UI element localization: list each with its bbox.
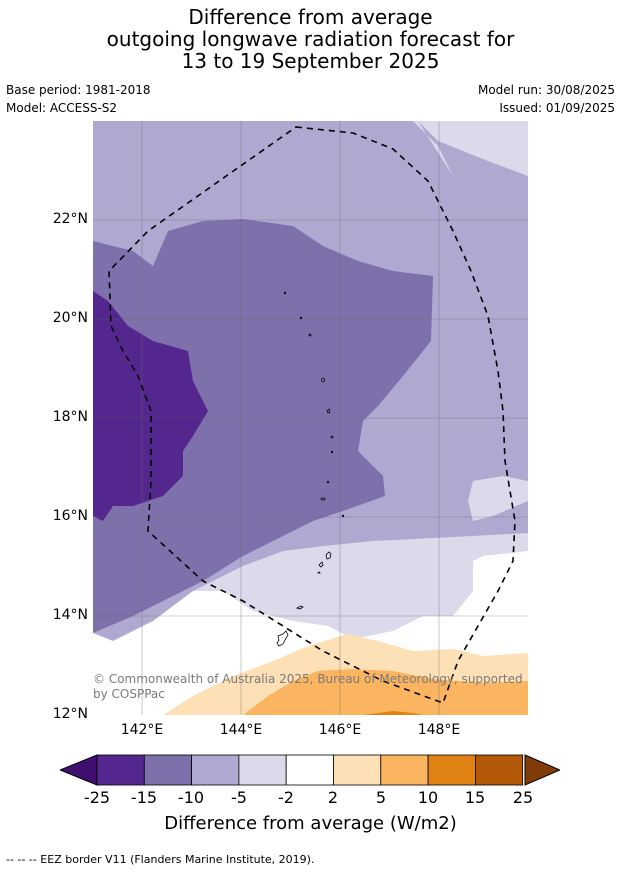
colorbar-title: Difference from average (W/m2) [164, 813, 457, 834]
cbar-tick: -5 [231, 788, 247, 807]
lat-label-22: 22°N [52, 211, 88, 227]
lon-label-142: 142°E [120, 722, 164, 738]
colorbar-cell [285, 754, 334, 786]
lat-label-20: 20°N [52, 310, 88, 326]
lat-label-18: 18°N [52, 409, 88, 425]
colorbar-cells [96, 754, 524, 786]
band-plus5-plus10 [243, 669, 528, 715]
cbar-tick: -25 [83, 788, 111, 807]
colorbar-cell [380, 754, 429, 786]
lon-label-148: 148°E [417, 722, 461, 738]
island-outlines [276, 291, 345, 647]
cbar-tick: -2 [278, 788, 294, 807]
title-line-1: Difference from average [188, 5, 433, 29]
cbar-tick: 5 [375, 788, 387, 807]
lon-label-144: 144°E [219, 722, 263, 738]
cbar-tick: 2 [327, 788, 339, 807]
cbar-tick: -10 [177, 788, 205, 807]
eez-legend: -- -- -- EEZ border V11 (Flanders Marine… [6, 853, 315, 866]
colorbar-extend-high [524, 754, 560, 786]
issued-date: Issued: 01/09/2025 [499, 101, 615, 115]
anomaly-map [93, 121, 528, 715]
colorbar-cell [191, 754, 240, 786]
band-minus15-minus10 [93, 219, 433, 633]
colorbar-cell [143, 754, 193, 786]
cbar-tick: -15 [130, 788, 158, 807]
copyright-notice: © Commonwealth of Australia 2025, Bureau… [93, 672, 523, 701]
title-line-2: outgoing longwave radiation forecast for [106, 27, 515, 51]
cbar-tick: 25 [512, 788, 534, 807]
colorbar-cell [238, 754, 287, 786]
colorbar-extend-low [60, 754, 98, 786]
title-line-3: 13 to 19 September 2025 [181, 49, 440, 73]
cbar-tick: 15 [464, 788, 486, 807]
lat-label-12: 12°N [52, 706, 88, 722]
lat-label-16: 16°N [52, 508, 88, 524]
model-name: Model: ACCESS-S2 [6, 101, 118, 115]
map-panel [93, 121, 528, 715]
chart-title: Difference from average outgoing longwav… [0, 6, 621, 72]
model-run: Model run: 30/08/2025 [477, 83, 615, 97]
lat-label-14: 14°N [52, 607, 88, 623]
colorbar-cell [333, 754, 382, 786]
colorbar-cell [96, 754, 145, 786]
meta-left: Base period: 1981-2018 Model: ACCESS-S2 [6, 81, 151, 117]
lon-label-146: 146°E [318, 722, 362, 738]
gridlines [93, 121, 528, 715]
colorbar [60, 754, 560, 786]
meta-right: Model run: 30/08/2025 Issued: 01/09/2025 [478, 81, 615, 117]
cbar-tick: 10 [417, 788, 439, 807]
base-period: Base period: 1981-2018 [6, 83, 151, 97]
colorbar-cell [427, 754, 476, 786]
colorbar-cell [474, 754, 524, 786]
band-plus10-plus15 [363, 711, 423, 715]
